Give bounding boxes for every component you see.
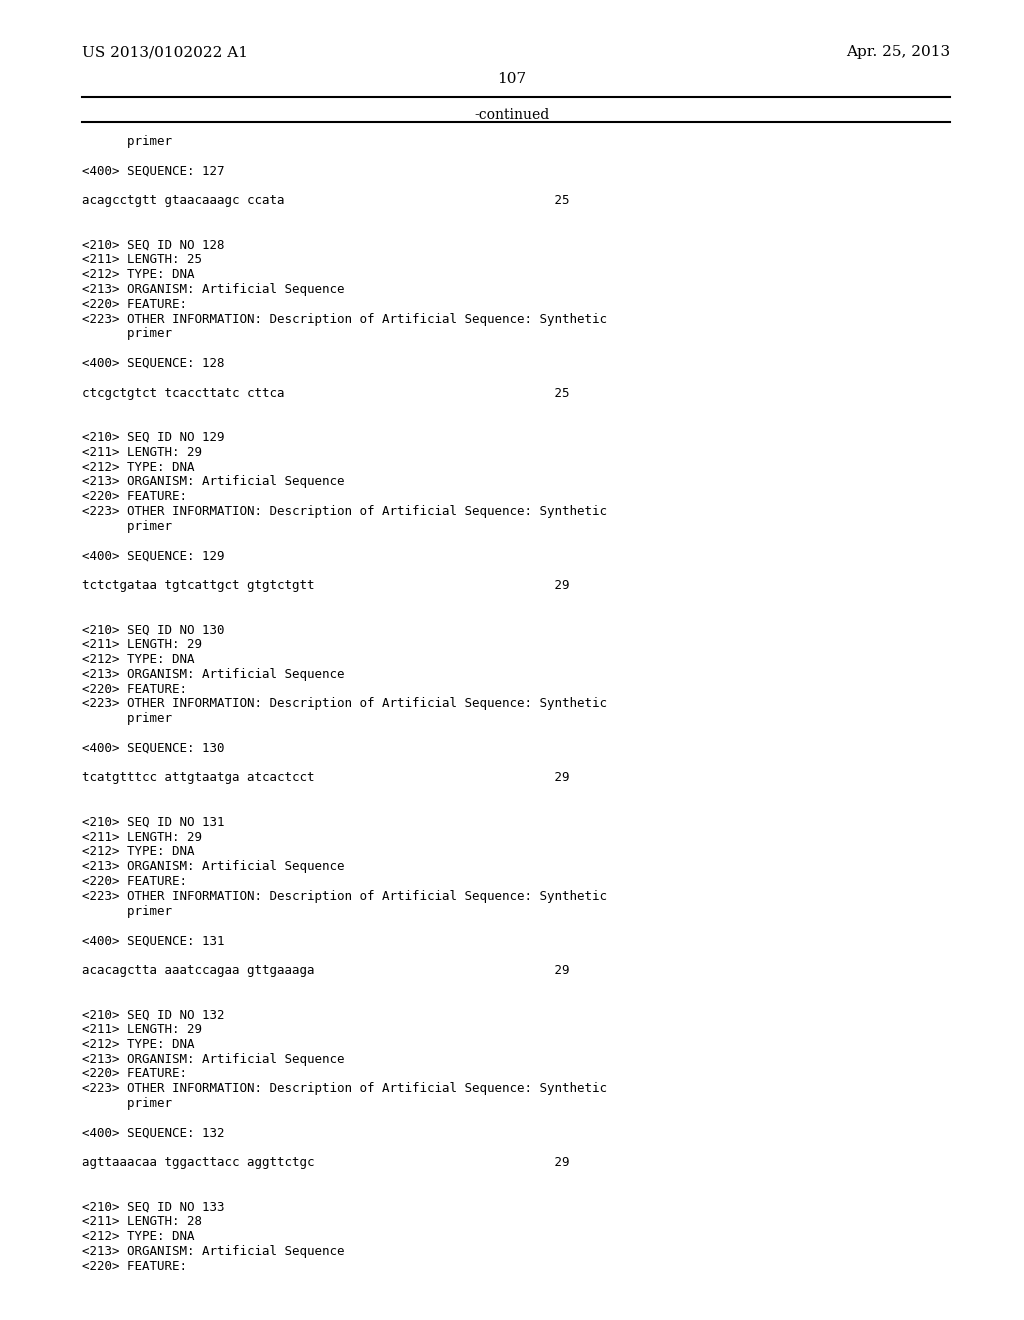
Text: acacagctta aaatccagaa gttgaaaga                                29: acacagctta aaatccagaa gttgaaaga 29 <box>82 964 569 977</box>
Text: <212> TYPE: DNA: <212> TYPE: DNA <box>82 845 195 858</box>
Text: <211> LENGTH: 28: <211> LENGTH: 28 <box>82 1216 202 1229</box>
Text: <223> OTHER INFORMATION: Description of Artificial Sequence: Synthetic: <223> OTHER INFORMATION: Description of … <box>82 506 607 517</box>
Text: <212> TYPE: DNA: <212> TYPE: DNA <box>82 1230 195 1243</box>
Text: <400> SEQUENCE: 132: <400> SEQUENCE: 132 <box>82 1126 224 1139</box>
Text: <400> SEQUENCE: 129: <400> SEQUENCE: 129 <box>82 549 224 562</box>
Text: <212> TYPE: DNA: <212> TYPE: DNA <box>82 1038 195 1051</box>
Text: <223> OTHER INFORMATION: Description of Artificial Sequence: Synthetic: <223> OTHER INFORMATION: Description of … <box>82 697 607 710</box>
Text: <223> OTHER INFORMATION: Description of Artificial Sequence: Synthetic: <223> OTHER INFORMATION: Description of … <box>82 313 607 326</box>
Text: <220> FEATURE:: <220> FEATURE: <box>82 682 187 696</box>
Text: primer: primer <box>82 904 172 917</box>
Text: tctctgataa tgtcattgct gtgtctgtt                                29: tctctgataa tgtcattgct gtgtctgtt 29 <box>82 579 569 591</box>
Text: <210> SEQ ID NO 130: <210> SEQ ID NO 130 <box>82 623 224 636</box>
Text: <212> TYPE: DNA: <212> TYPE: DNA <box>82 268 195 281</box>
Text: <400> SEQUENCE: 131: <400> SEQUENCE: 131 <box>82 935 224 948</box>
Text: <213> ORGANISM: Artificial Sequence: <213> ORGANISM: Artificial Sequence <box>82 1052 344 1065</box>
Text: <211> LENGTH: 29: <211> LENGTH: 29 <box>82 446 202 459</box>
Text: primer: primer <box>82 713 172 725</box>
Text: <210> SEQ ID NO 129: <210> SEQ ID NO 129 <box>82 432 224 444</box>
Text: -continued: -continued <box>474 108 550 121</box>
Text: <220> FEATURE:: <220> FEATURE: <box>82 298 187 310</box>
Text: <212> TYPE: DNA: <212> TYPE: DNA <box>82 461 195 474</box>
Text: <400> SEQUENCE: 128: <400> SEQUENCE: 128 <box>82 356 224 370</box>
Text: primer: primer <box>82 520 172 533</box>
Text: primer: primer <box>82 1097 172 1110</box>
Text: <220> FEATURE:: <220> FEATURE: <box>82 490 187 503</box>
Text: <400> SEQUENCE: 127: <400> SEQUENCE: 127 <box>82 165 224 178</box>
Text: <211> LENGTH: 29: <211> LENGTH: 29 <box>82 638 202 651</box>
Text: <220> FEATURE:: <220> FEATURE: <box>82 875 187 888</box>
Text: <213> ORGANISM: Artificial Sequence: <213> ORGANISM: Artificial Sequence <box>82 861 344 874</box>
Text: <211> LENGTH: 29: <211> LENGTH: 29 <box>82 1023 202 1036</box>
Text: tcatgtttcc attgtaatga atcactcct                                29: tcatgtttcc attgtaatga atcactcct 29 <box>82 771 569 784</box>
Text: <220> FEATURE:: <220> FEATURE: <box>82 1068 187 1080</box>
Text: <210> SEQ ID NO 133: <210> SEQ ID NO 133 <box>82 1201 224 1213</box>
Text: primer: primer <box>82 327 172 341</box>
Text: primer: primer <box>82 135 172 148</box>
Text: <211> LENGTH: 25: <211> LENGTH: 25 <box>82 253 202 267</box>
Text: <223> OTHER INFORMATION: Description of Artificial Sequence: Synthetic: <223> OTHER INFORMATION: Description of … <box>82 890 607 903</box>
Text: <213> ORGANISM: Artificial Sequence: <213> ORGANISM: Artificial Sequence <box>82 1245 344 1258</box>
Text: <213> ORGANISM: Artificial Sequence: <213> ORGANISM: Artificial Sequence <box>82 475 344 488</box>
Text: <210> SEQ ID NO 128: <210> SEQ ID NO 128 <box>82 239 224 252</box>
Text: <210> SEQ ID NO 131: <210> SEQ ID NO 131 <box>82 816 224 829</box>
Text: <400> SEQUENCE: 130: <400> SEQUENCE: 130 <box>82 742 224 755</box>
Text: <213> ORGANISM: Artificial Sequence: <213> ORGANISM: Artificial Sequence <box>82 668 344 681</box>
Text: Apr. 25, 2013: Apr. 25, 2013 <box>846 45 950 59</box>
Text: <211> LENGTH: 29: <211> LENGTH: 29 <box>82 830 202 843</box>
Text: <223> OTHER INFORMATION: Description of Artificial Sequence: Synthetic: <223> OTHER INFORMATION: Description of … <box>82 1082 607 1096</box>
Text: agttaaacaa tggacttacc aggttctgc                                29: agttaaacaa tggacttacc aggttctgc 29 <box>82 1156 569 1170</box>
Text: <220> FEATURE:: <220> FEATURE: <box>82 1259 187 1272</box>
Text: <213> ORGANISM: Artificial Sequence: <213> ORGANISM: Artificial Sequence <box>82 282 344 296</box>
Text: ctcgctgtct tcaccttatc cttca                                    25: ctcgctgtct tcaccttatc cttca 25 <box>82 387 569 400</box>
Text: US 2013/0102022 A1: US 2013/0102022 A1 <box>82 45 248 59</box>
Text: 107: 107 <box>498 73 526 86</box>
Text: acagcctgtt gtaacaaagc ccata                                    25: acagcctgtt gtaacaaagc ccata 25 <box>82 194 569 207</box>
Text: <212> TYPE: DNA: <212> TYPE: DNA <box>82 653 195 667</box>
Text: <210> SEQ ID NO 132: <210> SEQ ID NO 132 <box>82 1008 224 1022</box>
